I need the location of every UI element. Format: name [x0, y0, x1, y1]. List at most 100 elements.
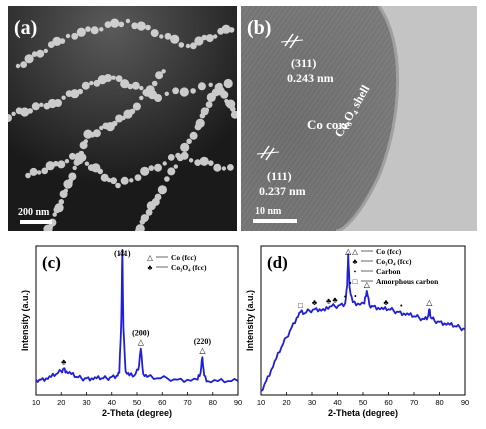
x-tick-label: 70 — [410, 398, 418, 407]
nanoparticle — [89, 80, 94, 86]
nanoparticle — [151, 80, 158, 87]
peak-marker: • — [344, 293, 347, 302]
lattice-marker-111 — [260, 145, 270, 159]
nanoparticle — [205, 101, 213, 108]
panel-a-sem-image: (a) 200 nm — [8, 6, 237, 231]
nanoparticle — [24, 54, 34, 64]
legend-marker: • — [354, 267, 357, 276]
nanoparticle — [127, 83, 133, 90]
legend-marker: □ — [353, 277, 358, 286]
nanoparticle — [170, 34, 180, 44]
nanoparticle — [195, 118, 205, 128]
nanoparticle — [52, 36, 62, 46]
nanoparticle — [190, 42, 197, 50]
x-tick-label: 60 — [384, 398, 392, 407]
x-tick-label: 50 — [133, 398, 141, 407]
nanoparticle — [223, 78, 233, 89]
nanoparticle — [110, 18, 120, 28]
nanoparticle — [194, 36, 204, 46]
x-tick-label: 20 — [57, 398, 65, 407]
nanoparticle — [76, 27, 86, 37]
nanoparticle — [43, 48, 48, 54]
nanoparticle — [205, 34, 214, 43]
nanoparticle — [45, 161, 55, 171]
legend-label: Carbon — [376, 267, 401, 276]
plane-311-label: (311) — [291, 56, 316, 70]
legend-label: Co (fcc) — [171, 253, 197, 262]
nanoparticle — [72, 165, 77, 171]
legend-label: Co (fcc) — [376, 247, 402, 256]
nanoparticle — [188, 158, 194, 163]
nanoparticle — [53, 160, 59, 167]
x-tick-label: 40 — [333, 398, 341, 407]
x-tick-label: 80 — [209, 398, 217, 407]
nanoparticle — [145, 208, 153, 216]
nanoparticle — [167, 167, 176, 176]
lattice-marker-311 — [284, 33, 294, 47]
nanoparticle — [64, 159, 70, 164]
nanoparticle — [39, 102, 44, 108]
peak-marker: • — [400, 302, 403, 311]
peak-marker: ♣ — [332, 295, 338, 304]
nanoparticle — [111, 75, 116, 80]
panel-b-tem-image: (b) (311) 0.243 nm Co core Co₃O₄ shell (… — [241, 6, 477, 231]
nanoparticle — [74, 155, 84, 165]
nanoparticle — [148, 165, 155, 171]
nanoparticle — [65, 33, 71, 39]
peak-marker: △ — [426, 298, 433, 307]
nanoparticle — [81, 81, 90, 90]
nanoparticle — [52, 212, 57, 217]
nanoparticle — [78, 150, 85, 157]
nanoparticle — [29, 167, 38, 176]
x-tick-label: 50 — [359, 398, 367, 407]
x-tick-label: 10 — [32, 398, 40, 407]
scale-bar-b-label: 10 nm — [255, 206, 282, 217]
nanoparticle — [11, 111, 16, 117]
nanoparticle — [129, 108, 136, 115]
nanoparticle — [115, 182, 121, 189]
nanoparticle — [132, 102, 141, 111]
nanoparticle — [213, 34, 218, 39]
panel-d-xrd-chart: 10 20 30 40 50 60 70 80 90 2-Theta (degree) Intens… — [243, 238, 486, 427]
peak-plane-label: (220) — [194, 337, 212, 346]
nanoparticle — [178, 42, 185, 48]
nanoparticle — [69, 152, 76, 160]
nanoparticle — [199, 156, 209, 166]
nanoparticle — [125, 18, 131, 24]
nanoparticle — [134, 174, 142, 182]
scale-bar-a-label: 200 nm — [18, 207, 50, 218]
nanoparticle — [97, 168, 103, 175]
nanoparticle — [189, 131, 198, 140]
nanoparticle — [204, 107, 210, 113]
nanoparticle — [58, 199, 65, 205]
nanoparticle — [129, 178, 134, 183]
legend-marker: ♣ — [353, 257, 358, 266]
nanoparticle — [27, 108, 33, 114]
peak-marker: ♣ — [61, 357, 67, 366]
peak-marker: • — [349, 279, 352, 288]
nanoparticle — [154, 193, 162, 201]
nanoparticle — [190, 88, 196, 94]
nanoparticle — [161, 69, 166, 74]
nanoparticle — [115, 75, 123, 82]
peak-marker: △ — [199, 346, 206, 355]
peak-marker: ♣ — [326, 296, 332, 305]
xrd-chart-c: 10 20 30 40 50 60 70 80 90 2-Theta (degree) Intens… — [20, 245, 242, 418]
x-tick-label: 30 — [308, 398, 316, 407]
nanoparticle — [208, 82, 213, 88]
nanoparticle — [136, 21, 146, 31]
peak-marker: △ — [345, 247, 352, 256]
nanoparticle — [120, 176, 129, 185]
nanoparticle — [227, 164, 234, 171]
x-tick-label: 90 — [461, 398, 469, 407]
nanoparticle — [111, 120, 118, 127]
nanoparticle — [99, 125, 104, 131]
nanoparticle — [139, 95, 144, 101]
peak-marker: ♣ — [383, 298, 389, 307]
nanoparticle — [57, 160, 66, 169]
tem-micrograph: (b) (311) 0.243 nm Co core Co₃O₄ shell (… — [241, 6, 477, 231]
sem-micrograph: (a) 200 nm — [8, 6, 237, 231]
nanoparticle — [164, 91, 169, 97]
y-axis-label: Intensity (a.u.) — [20, 290, 30, 351]
xrd-pattern-line — [260, 253, 466, 392]
